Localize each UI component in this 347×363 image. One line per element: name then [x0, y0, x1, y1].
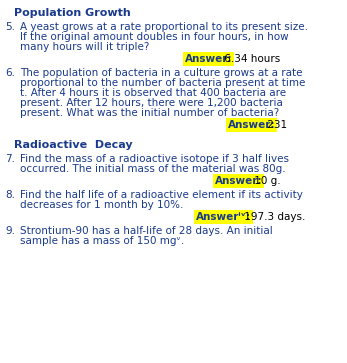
- Text: 7.: 7.: [5, 154, 15, 164]
- Text: Population Growth: Population Growth: [14, 8, 131, 18]
- Text: Strontium-90 has a half-life of 28 days. An initial: Strontium-90 has a half-life of 28 days.…: [20, 226, 273, 236]
- Text: Find the mass of a radioactive isotope if 3 half lives: Find the mass of a radioactive isotope i…: [20, 154, 289, 164]
- Text: Answer:: Answer:: [228, 120, 276, 130]
- Text: present. After 12 hours, there were 1,200 bacteria: present. After 12 hours, there were 1,20…: [20, 98, 283, 108]
- Text: decreases for 1 month by 10%.: decreases for 1 month by 10%.: [20, 200, 183, 210]
- Text: Answerⁱᵛ:: Answerⁱᵛ:: [196, 212, 251, 222]
- Text: proportional to the number of bacteria present at time: proportional to the number of bacteria p…: [20, 78, 305, 88]
- Text: occurred. The initial mass of the material was 80g.: occurred. The initial mass of the materi…: [20, 164, 286, 174]
- Text: 10 g.: 10 g.: [251, 176, 280, 186]
- Text: If the original amount doubles in four hours, in how: If the original amount doubles in four h…: [20, 32, 289, 42]
- Text: 6.34 hours: 6.34 hours: [221, 54, 280, 64]
- Text: Answer:: Answer:: [185, 54, 232, 64]
- Text: 6.: 6.: [5, 68, 15, 78]
- Text: Answer:: Answer:: [215, 176, 262, 186]
- Text: Find the half life of a radioactive element if its activity: Find the half life of a radioactive elem…: [20, 190, 303, 200]
- Text: The population of bacteria in a culture grows at a rate: The population of bacteria in a culture …: [20, 68, 303, 78]
- Text: 231: 231: [264, 120, 287, 130]
- Text: 5.: 5.: [5, 22, 15, 32]
- Text: 9.: 9.: [5, 226, 15, 236]
- Text: 197.3 days.: 197.3 days.: [241, 212, 305, 222]
- Text: present. What was the initial number of bacteria?: present. What was the initial number of …: [20, 108, 279, 118]
- Text: 8.: 8.: [5, 190, 15, 200]
- Text: sample has a mass of 150 mgᵛ.: sample has a mass of 150 mgᵛ.: [20, 236, 184, 246]
- Text: Radioactive  Decay: Radioactive Decay: [14, 140, 133, 150]
- Text: A yeast grows at a rate proportional to its present size.: A yeast grows at a rate proportional to …: [20, 22, 308, 32]
- Text: t. After 4 hours it is observed that 400 bacteria are: t. After 4 hours it is observed that 400…: [20, 88, 286, 98]
- Text: many hours will it triple?: many hours will it triple?: [20, 42, 149, 52]
